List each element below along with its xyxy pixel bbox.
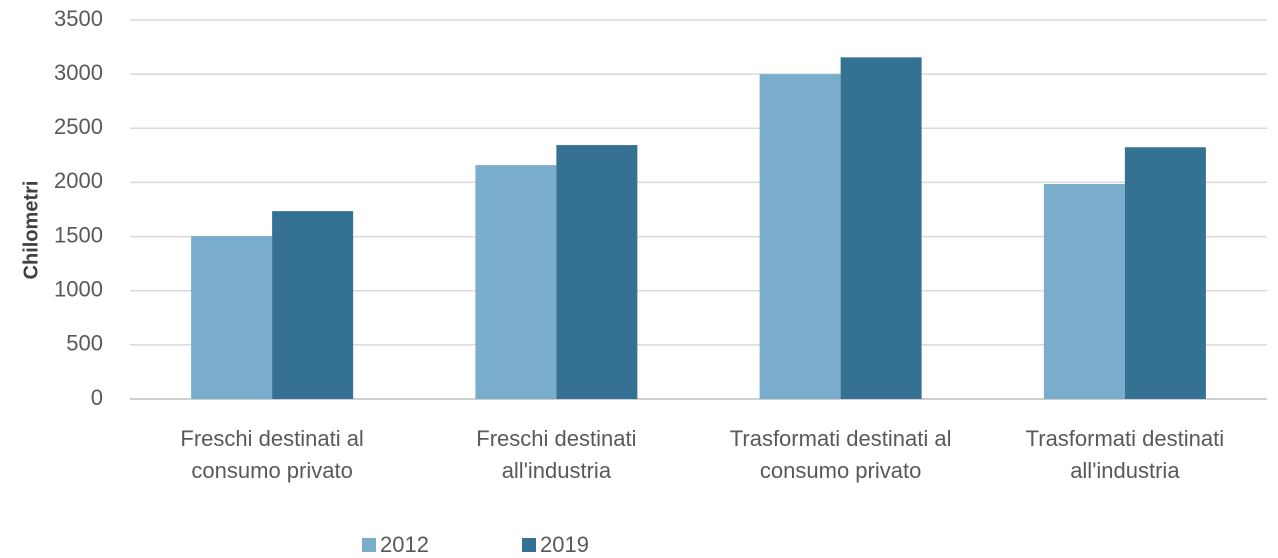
bar <box>556 145 638 399</box>
x-tick-line: consumo privato <box>760 458 921 483</box>
legend-label: 2012 <box>380 532 429 557</box>
bar <box>1124 147 1206 399</box>
bar <box>759 74 841 400</box>
x-tick-line: consumo privato <box>191 458 352 483</box>
x-tick-line: Trasformati destinati al <box>730 426 952 451</box>
y-tick-label: 3000 <box>54 60 103 85</box>
x-tick-label: Trasformati destinati all'industria <box>1026 426 1224 483</box>
y-tick-label: 1000 <box>54 277 103 302</box>
x-tick-label: Trasformati destinati al consumo privato <box>730 426 952 483</box>
y-tick-label: 0 <box>91 385 103 410</box>
x-tick-label: Freschi destinati all'industria <box>476 426 636 483</box>
y-tick-label: 500 <box>66 331 103 356</box>
x-tick-line: all'industria <box>502 458 612 483</box>
bar <box>191 236 273 399</box>
bar <box>1043 184 1125 399</box>
y-tick-label: 2500 <box>54 114 103 139</box>
bar <box>475 165 557 399</box>
x-tick-line: Trasformati destinati <box>1026 426 1224 451</box>
y-tick-label: 2000 <box>54 168 103 193</box>
y-tick-label: 1500 <box>54 222 103 247</box>
x-tick-label: Freschi destinati al consumo privato <box>180 426 363 483</box>
legend-swatch <box>522 538 536 552</box>
bar <box>840 57 922 399</box>
y-tick-label: 3500 <box>54 6 103 31</box>
y-axis-label: Chilometri <box>20 181 42 280</box>
x-tick-line: Freschi destinati al <box>180 426 363 451</box>
bar <box>272 211 354 399</box>
x-tick-line: Freschi destinati <box>476 426 636 451</box>
x-tick-line: all'industria <box>1070 458 1180 483</box>
legend-swatch <box>362 538 376 552</box>
legend-label: 2019 <box>540 532 589 557</box>
